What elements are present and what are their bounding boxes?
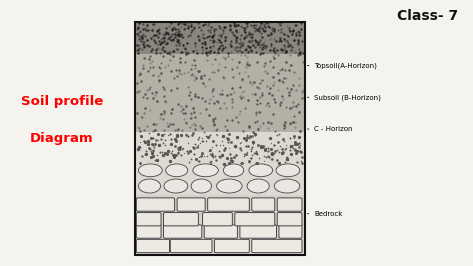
Bar	[135, 195, 305, 227]
Ellipse shape	[164, 179, 188, 193]
FancyBboxPatch shape	[277, 213, 302, 226]
FancyBboxPatch shape	[170, 239, 212, 253]
Bar	[135, 22, 305, 54]
Ellipse shape	[166, 164, 188, 177]
Text: Topsoil(A-Horizon): Topsoil(A-Horizon)	[307, 62, 377, 69]
FancyBboxPatch shape	[136, 198, 175, 211]
Ellipse shape	[191, 179, 211, 193]
FancyBboxPatch shape	[208, 198, 249, 211]
Ellipse shape	[223, 164, 244, 177]
Text: Diagram: Diagram	[30, 132, 94, 145]
FancyBboxPatch shape	[202, 213, 232, 226]
Text: Bedrock: Bedrock	[307, 211, 343, 217]
FancyBboxPatch shape	[136, 225, 161, 238]
Text: Subsoil (B-Horizon): Subsoil (B-Horizon)	[307, 94, 381, 101]
Bar	[135, 22, 305, 132]
Bar	[135, 165, 305, 195]
FancyBboxPatch shape	[136, 213, 161, 226]
Bar	[135, 132, 305, 165]
Bar	[135, 22, 305, 255]
Ellipse shape	[217, 179, 242, 193]
FancyBboxPatch shape	[214, 239, 249, 253]
Ellipse shape	[139, 164, 162, 177]
FancyBboxPatch shape	[164, 225, 202, 238]
Ellipse shape	[247, 179, 269, 193]
Ellipse shape	[276, 164, 300, 177]
FancyBboxPatch shape	[277, 198, 302, 211]
FancyBboxPatch shape	[235, 213, 275, 226]
Text: Soil profile: Soil profile	[21, 95, 103, 108]
FancyBboxPatch shape	[252, 239, 302, 253]
Ellipse shape	[139, 179, 160, 193]
Text: Class- 7: Class- 7	[397, 9, 458, 23]
Bar	[135, 227, 305, 255]
Ellipse shape	[193, 164, 219, 177]
Ellipse shape	[274, 179, 300, 193]
FancyBboxPatch shape	[240, 225, 277, 238]
FancyBboxPatch shape	[204, 225, 237, 238]
FancyBboxPatch shape	[279, 225, 302, 238]
FancyBboxPatch shape	[177, 198, 205, 211]
FancyBboxPatch shape	[136, 239, 169, 253]
Text: C - Horizon: C - Horizon	[307, 126, 353, 132]
FancyBboxPatch shape	[252, 198, 275, 211]
FancyBboxPatch shape	[164, 213, 198, 226]
Ellipse shape	[249, 164, 272, 177]
